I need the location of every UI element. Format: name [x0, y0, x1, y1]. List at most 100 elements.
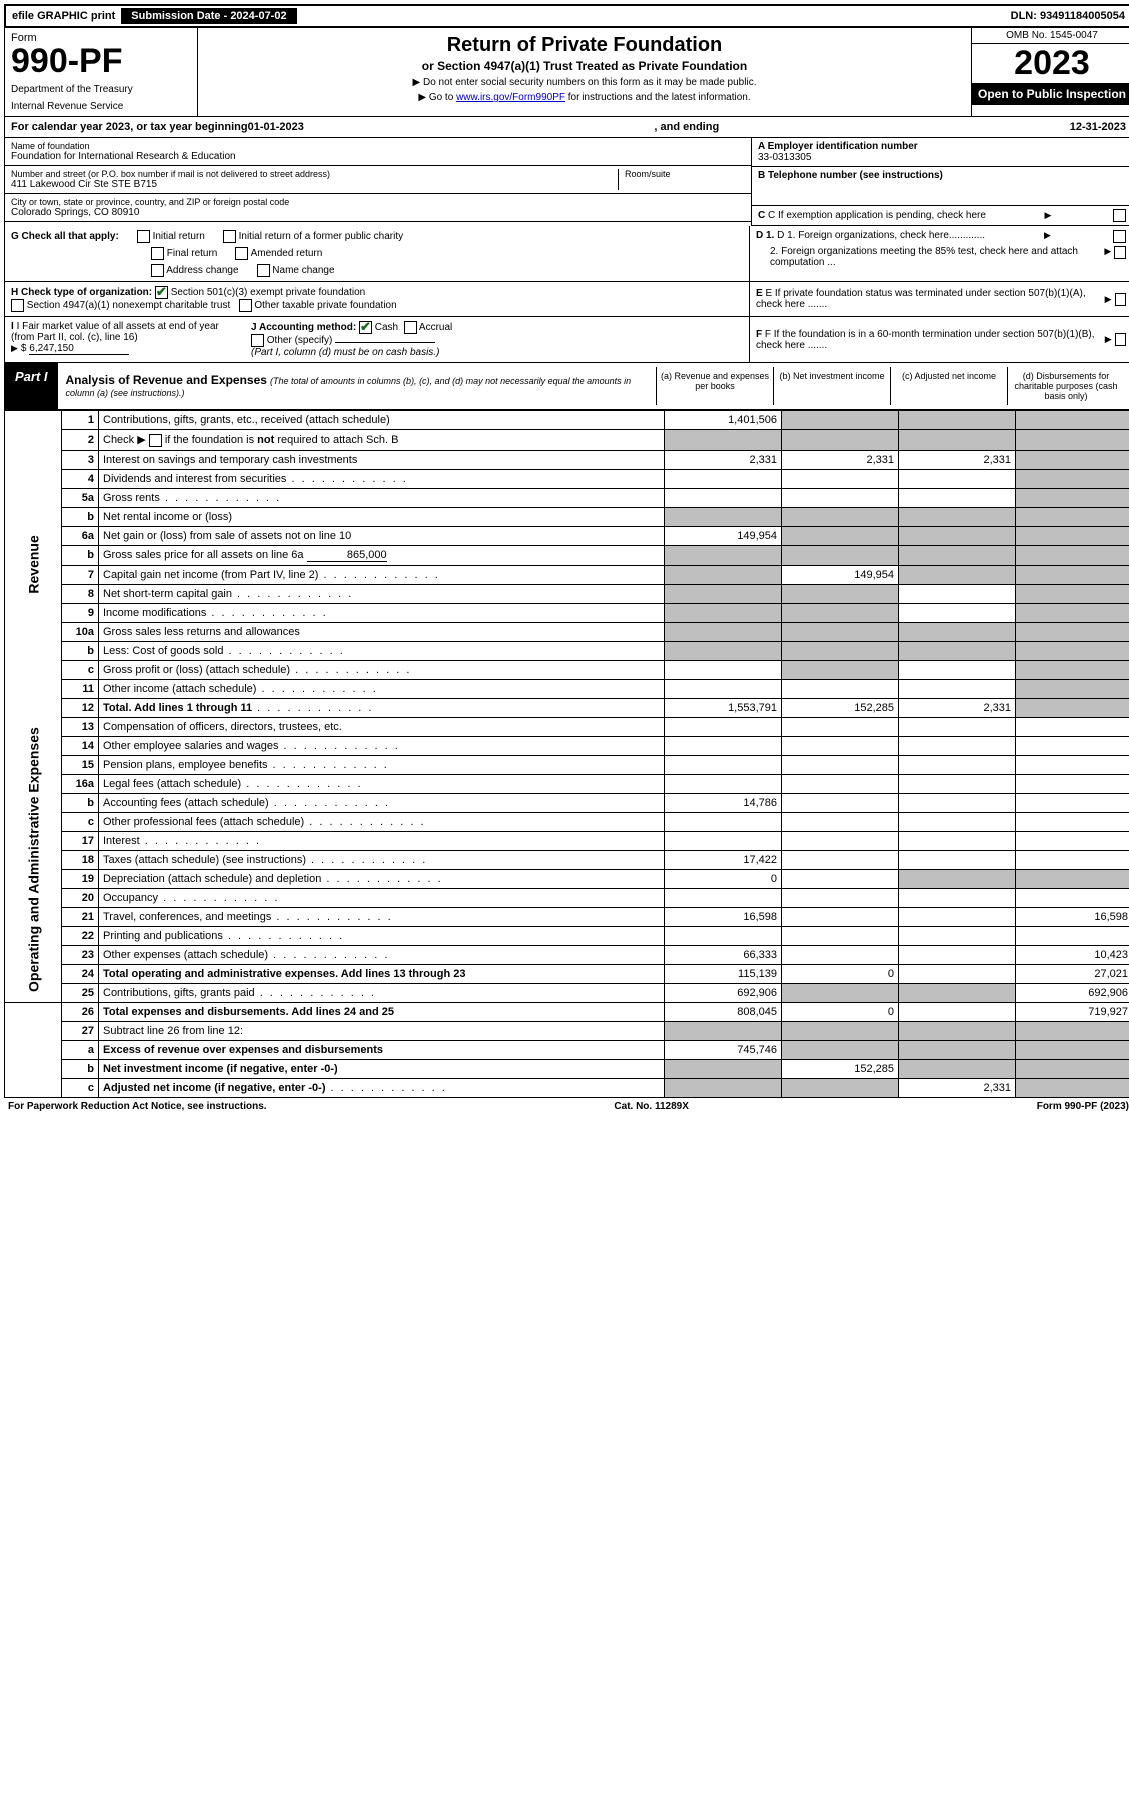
table-row: 14Other employee salaries and wages	[5, 736, 1129, 755]
top-bar: efile GRAPHIC print Submission Date - 20…	[4, 4, 1129, 28]
ein-label: A Employer identification number	[758, 141, 918, 152]
table-row: 20Occupancy	[5, 888, 1129, 907]
part1-tag: Part I	[5, 363, 58, 409]
table-row: 18Taxes (attach schedule) (see instructi…	[5, 850, 1129, 869]
dept-irs: Internal Revenue Service	[11, 101, 191, 112]
form-number: 990-PF	[11, 44, 191, 78]
checkbox-amended[interactable]	[235, 247, 248, 260]
table-row: cOther professional fees (attach schedul…	[5, 812, 1129, 831]
table-row: bGross sales price for all assets on lin…	[5, 545, 1129, 565]
expenses-side: Operating and Administrative Expenses	[5, 717, 62, 1002]
table-row: 25Contributions, gifts, grants paid692,9…	[5, 983, 1129, 1002]
col-c: (c) Adjusted net income	[890, 367, 1007, 405]
fmv-value: 6,247,150	[29, 343, 129, 355]
table-row: 23Other expenses (attach schedule)66,333…	[5, 945, 1129, 964]
dept-treasury: Department of the Treasury	[11, 84, 191, 95]
dln: DLN: 93491184005054	[1005, 8, 1129, 24]
entity-info: Name of foundation Foundation for Intern…	[4, 138, 1129, 226]
checkbox-cash[interactable]	[359, 321, 372, 334]
checkbox-4947[interactable]	[11, 299, 24, 312]
tax-year: 2023	[972, 44, 1129, 83]
table-row: 11Other income (attach schedule)	[5, 679, 1129, 698]
table-row: Revenue 1 Contributions, gifts, grants, …	[5, 411, 1129, 430]
checkbox-final[interactable]	[151, 247, 164, 260]
name-label: Name of foundation	[11, 141, 745, 151]
h-label: H Check type of organization:	[11, 287, 152, 298]
checkbox-address[interactable]	[151, 264, 164, 277]
efile-label: efile GRAPHIC print	[12, 10, 115, 22]
table-row: bNet investment income (if negative, ent…	[5, 1059, 1129, 1078]
table-row: 8Net short-term capital gain	[5, 584, 1129, 603]
table-row: 12Total. Add lines 1 through 111,553,791…	[5, 698, 1129, 717]
calendar-year-row: For calendar year 2023, or tax year begi…	[4, 117, 1129, 138]
submission-date: Submission Date - 2024-07-02	[121, 8, 296, 24]
form-title: Return of Private Foundation	[208, 34, 961, 57]
part1-header: Part I Analysis of Revenue and Expenses …	[4, 363, 1129, 410]
table-row: 10aGross sales less returns and allowanc…	[5, 622, 1129, 641]
table-row: bNet rental income or (loss)	[5, 507, 1129, 526]
table-row: 2Check ▶ if the foundation is not requir…	[5, 430, 1129, 451]
col-d: (d) Disbursements for charitable purpose…	[1007, 367, 1124, 405]
form-header: Form 990-PF Department of the Treasury I…	[4, 28, 1129, 117]
table-row: bAccounting fees (attach schedule)14,786	[5, 793, 1129, 812]
city-state-zip: Colorado Springs, CO 80910	[11, 207, 745, 218]
form-subtitle: or Section 4947(a)(1) Trust Treated as P…	[208, 59, 961, 73]
paperwork-notice: For Paperwork Reduction Act Notice, see …	[8, 1101, 267, 1112]
checkbox-accrual[interactable]	[404, 321, 417, 334]
table-row: aExcess of revenue over expenses and dis…	[5, 1040, 1129, 1059]
link-irs[interactable]: www.irs.gov/Form990PF	[456, 92, 565, 103]
table-row: 15Pension plans, employee benefits	[5, 755, 1129, 774]
street-address: 411 Lakewood Cir Ste STE B715	[11, 179, 618, 190]
checkbox-c[interactable]	[1113, 209, 1126, 222]
table-row: cAdjusted net income (if negative, enter…	[5, 1078, 1129, 1097]
table-row: 16aLegal fees (attach schedule)	[5, 774, 1129, 793]
table-row: 6aNet gain or (loss) from sale of assets…	[5, 526, 1129, 545]
checkbox-f[interactable]	[1115, 333, 1126, 346]
col-a: (a) Revenue and expenses per books	[656, 367, 773, 405]
table-row: 3Interest on savings and temporary cash …	[5, 450, 1129, 469]
j-label: J Accounting method:	[251, 322, 356, 333]
checkbox-schb[interactable]	[149, 434, 162, 447]
checkbox-d2[interactable]	[1114, 246, 1126, 259]
j-note: (Part I, column (d) must be on cash basi…	[251, 347, 439, 358]
part1-table: Revenue 1 Contributions, gifts, grants, …	[4, 410, 1129, 1098]
checkbox-d1[interactable]	[1113, 230, 1126, 243]
table-row: 24Total operating and administrative exp…	[5, 964, 1129, 983]
table-row: 19Depreciation (attach schedule) and dep…	[5, 869, 1129, 888]
table-row: 21Travel, conferences, and meetings16,59…	[5, 907, 1129, 926]
table-row: 5aGross rents	[5, 488, 1129, 507]
tel-label: B Telephone number (see instructions)	[758, 170, 943, 181]
checkbox-name[interactable]	[257, 264, 270, 277]
checkbox-501c3[interactable]	[155, 286, 168, 299]
checkbox-e[interactable]	[1115, 293, 1127, 306]
checkbox-other-method[interactable]	[251, 334, 264, 347]
year-begin: 01-01-2023	[248, 121, 304, 133]
table-row: 9Income modifications	[5, 603, 1129, 622]
checkbox-initial-former[interactable]	[223, 230, 236, 243]
table-row: 17Interest	[5, 831, 1129, 850]
section-i-j-f: I I Fair market value of all assets at e…	[4, 317, 1129, 363]
c-pending: C If exemption application is pending, c…	[768, 210, 986, 221]
section-g-d: G Check all that apply: Initial return I…	[4, 226, 1129, 282]
table-row: 27Subtract line 26 from line 12:	[5, 1021, 1129, 1040]
foundation-name: Foundation for International Research & …	[11, 151, 745, 162]
table-row: Operating and Administrative Expenses 13…	[5, 717, 1129, 736]
section-h-e: H Check type of organization: Section 50…	[4, 282, 1129, 317]
checkbox-initial[interactable]	[137, 230, 150, 243]
city-label: City or town, state or province, country…	[11, 197, 745, 207]
table-row: 7Capital gain net income (from Part IV, …	[5, 565, 1129, 584]
ein-value: 33-0313305	[758, 152, 811, 163]
table-row: 22Printing and publications	[5, 926, 1129, 945]
room-label: Room/suite	[625, 169, 745, 179]
table-row: bLess: Cost of goods sold	[5, 641, 1129, 660]
addr-label: Number and street (or P.O. box number if…	[11, 169, 618, 179]
revenue-side: Revenue	[5, 411, 62, 718]
table-row: 26Total expenses and disbursements. Add …	[5, 1002, 1129, 1021]
i-label: I Fair market value of all assets at end…	[11, 321, 219, 343]
page-footer: For Paperwork Reduction Act Notice, see …	[4, 1098, 1129, 1115]
omb-number: OMB No. 1545-0047	[972, 28, 1129, 44]
g-label: G Check all that apply:	[11, 231, 119, 242]
instr-goto: ▶ Go to www.irs.gov/Form990PF for instru…	[208, 92, 961, 103]
checkbox-other-tax[interactable]	[239, 299, 252, 312]
year-end: 12-31-2023	[1070, 121, 1126, 133]
